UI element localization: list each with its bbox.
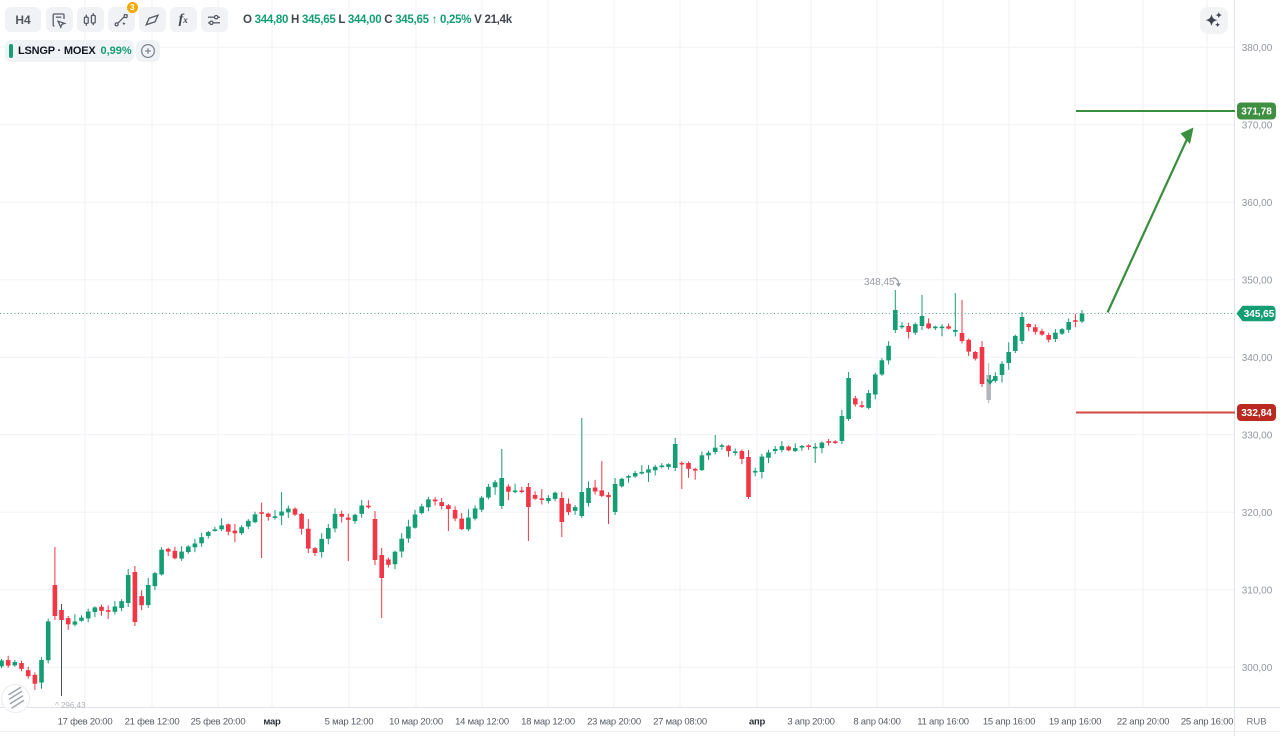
- svg-text:15 апр 16:00: 15 апр 16:00: [983, 717, 1035, 728]
- svg-text:21 фев 12:00: 21 фев 12:00: [125, 717, 180, 728]
- svg-text:10 мар 20:00: 10 мар 20:00: [389, 717, 443, 728]
- svg-text:340,00: 340,00: [1242, 353, 1273, 364]
- svg-text:360,00: 360,00: [1242, 198, 1273, 209]
- svg-text:^ 296,43: ^ 296,43: [55, 701, 86, 710]
- svg-text:348,45: 348,45: [864, 277, 895, 288]
- svg-text:25 апр 16:00: 25 апр 16:00: [1181, 717, 1233, 728]
- svg-text:330,00: 330,00: [1242, 430, 1273, 441]
- svg-text:27 мар 08:00: 27 мар 08:00: [653, 717, 707, 728]
- svg-text:25 фев 20:00: 25 фев 20:00: [191, 717, 246, 728]
- svg-text:3 апр 20:00: 3 апр 20:00: [787, 717, 834, 728]
- svg-text:14 мар 12:00: 14 мар 12:00: [455, 717, 509, 728]
- svg-text:11 апр 16:00: 11 апр 16:00: [917, 717, 969, 728]
- svg-text:8 апр 04:00: 8 апр 04:00: [853, 717, 900, 728]
- svg-text:апр: апр: [749, 717, 766, 728]
- svg-text:23 мар 20:00: 23 мар 20:00: [587, 717, 641, 728]
- svg-text:мар: мар: [263, 717, 281, 728]
- svg-text:22 апр 20:00: 22 апр 20:00: [1117, 717, 1169, 728]
- svg-text:RUB: RUB: [1246, 717, 1266, 728]
- svg-text:370,00: 370,00: [1242, 120, 1273, 131]
- svg-text:380,00: 380,00: [1242, 43, 1273, 54]
- svg-text:19 апр 16:00: 19 апр 16:00: [1049, 717, 1101, 728]
- svg-text:18 мар 12:00: 18 мар 12:00: [521, 717, 575, 728]
- svg-text:300,00: 300,00: [1242, 663, 1273, 674]
- svg-text:371,78: 371,78: [1241, 107, 1272, 118]
- svg-text:310,00: 310,00: [1242, 585, 1273, 596]
- svg-text:17 фев 20:00: 17 фев 20:00: [58, 717, 113, 728]
- svg-text:320,00: 320,00: [1242, 508, 1273, 519]
- svg-text:350,00: 350,00: [1242, 275, 1273, 286]
- svg-text:345,65: 345,65: [1244, 309, 1275, 320]
- svg-text:5 мар 12:00: 5 мар 12:00: [325, 717, 374, 728]
- svg-text:332,84: 332,84: [1241, 408, 1272, 419]
